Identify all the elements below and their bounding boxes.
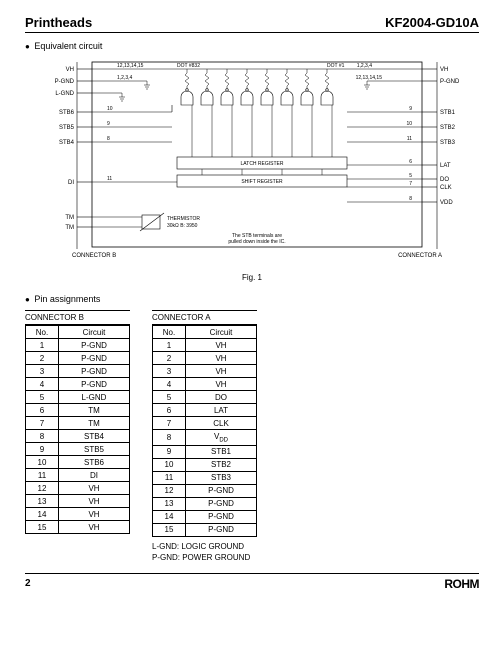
- table-row: 1VH: [153, 339, 257, 352]
- svg-text:STB2: STB2: [440, 125, 456, 131]
- table-row: 11DI: [26, 469, 130, 482]
- svg-text:11: 11: [407, 136, 412, 142]
- col-no: No.: [153, 326, 186, 339]
- table-row: 3VH: [153, 365, 257, 378]
- table-row: 15VH: [26, 521, 130, 534]
- table-row: 10STB6: [26, 456, 130, 469]
- svg-text:6: 6: [409, 159, 412, 165]
- table-b-caption: CONNECTOR B: [25, 310, 130, 325]
- table-row: 8STB4: [26, 430, 130, 443]
- table-row: 11STB3: [153, 471, 257, 484]
- table-row: 6LAT: [153, 404, 257, 417]
- circuit-svg: VH P-GND L-GND STB6 STB5 STB4 DI TM TM V…: [32, 57, 472, 267]
- svg-text:STB6: STB6: [59, 110, 75, 116]
- table-row: 2P-GND: [26, 352, 130, 365]
- header-title-right: KF2004-GD10A: [385, 15, 479, 30]
- svg-text:DI: DI: [68, 180, 74, 186]
- table-row: 5DO: [153, 391, 257, 404]
- table-row: 4VH: [153, 378, 257, 391]
- svg-text:8: 8: [409, 196, 412, 202]
- col-circuit: Circuit: [59, 326, 130, 339]
- table-row: 12P-GND: [153, 484, 257, 497]
- page-footer: 2 ROHM: [25, 573, 479, 591]
- connector-a-table: CONNECTOR A No. Circuit 1VH2VH3VH4VH5DO6…: [152, 310, 257, 537]
- legend: L-GND: LOGIC GROUND P-GND: POWER GROUND: [152, 541, 257, 563]
- section-equivalent-circuit: Equivalent circuit: [25, 41, 479, 51]
- svg-text:VH: VH: [440, 67, 448, 73]
- table-row: 3P-GND: [26, 365, 130, 378]
- legend-pgnd: P-GND: POWER GROUND: [152, 552, 257, 563]
- svg-text:DOT #832: DOT #832: [177, 63, 200, 69]
- table-row: 4P-GND: [26, 378, 130, 391]
- table-row: 15P-GND: [153, 523, 257, 536]
- svg-text:8: 8: [107, 136, 110, 142]
- table-row: 13P-GND: [153, 497, 257, 510]
- svg-text:CONNECTOR A: CONNECTOR A: [398, 253, 442, 259]
- legend-lgnd: L-GND: LOGIC GROUND: [152, 541, 257, 552]
- table-row: 9STB5: [26, 443, 130, 456]
- svg-text:STB4: STB4: [59, 140, 75, 146]
- svg-text:12,13,14,15: 12,13,14,15: [356, 75, 383, 81]
- svg-text:9: 9: [107, 121, 110, 127]
- svg-text:L-GND: L-GND: [55, 91, 74, 97]
- table-row: 10STB2: [153, 458, 257, 471]
- page-header: Printheads KF2004-GD10A: [25, 15, 479, 33]
- svg-text:1,2,3,4: 1,2,3,4: [117, 75, 133, 81]
- table-row: 7TM: [26, 417, 130, 430]
- svg-text:CONNECTOR B: CONNECTOR B: [72, 253, 116, 259]
- col-no: No.: [26, 326, 59, 339]
- section-pins-label: Pin assignments: [34, 294, 100, 304]
- table-a-caption: CONNECTOR A: [152, 310, 257, 325]
- svg-text:7: 7: [409, 181, 412, 187]
- table-row: 6TM: [26, 404, 130, 417]
- pin-tables: CONNECTOR B No. Circuit 1P-GND2P-GND3P-G…: [25, 310, 479, 563]
- svg-text:THERMISTOR: THERMISTOR: [167, 216, 200, 222]
- svg-text:11: 11: [107, 176, 112, 182]
- table-row: 5L-GND: [26, 391, 130, 404]
- table-row: 14VH: [26, 508, 130, 521]
- equivalent-circuit-diagram: VH P-GND L-GND STB6 STB5 STB4 DI TM TM V…: [32, 57, 472, 282]
- table-row: 13VH: [26, 495, 130, 508]
- svg-text:VDD: VDD: [440, 200, 453, 206]
- header-title-left: Printheads: [25, 15, 92, 30]
- svg-text:12,13,14,15: 12,13,14,15: [117, 63, 144, 69]
- svg-text:STB3: STB3: [440, 140, 456, 146]
- table-row: 8VDD: [153, 430, 257, 446]
- section-pin-assignments: Pin assignments: [25, 294, 479, 304]
- svg-text:STB1: STB1: [440, 110, 456, 116]
- svg-text:9: 9: [409, 106, 412, 112]
- brand-logo: ROHM: [444, 577, 479, 591]
- svg-text:DO: DO: [440, 177, 449, 183]
- connector-b-table: CONNECTOR B No. Circuit 1P-GND2P-GND3P-G…: [25, 310, 130, 534]
- svg-text:10: 10: [406, 121, 412, 127]
- svg-text:P-GND: P-GND: [55, 79, 75, 85]
- table-row: 7CLK: [153, 417, 257, 430]
- col-circuit: Circuit: [186, 326, 257, 339]
- svg-text:DOT #1: DOT #1: [327, 63, 345, 69]
- svg-text:SHIFT REGISTER: SHIFT REGISTER: [241, 179, 283, 185]
- svg-text:LAT: LAT: [440, 163, 451, 169]
- table-row: 1P-GND: [26, 339, 130, 352]
- svg-text:P-GND: P-GND: [440, 79, 460, 85]
- svg-text:5: 5: [409, 173, 412, 179]
- section-equiv-label: Equivalent circuit: [34, 41, 102, 51]
- figure-caption: Fig. 1: [32, 273, 472, 282]
- table-row: 9STB1: [153, 445, 257, 458]
- svg-text:CLK: CLK: [440, 185, 452, 191]
- svg-text:TM: TM: [65, 215, 74, 221]
- svg-text:LATCH REGISTER: LATCH REGISTER: [241, 161, 284, 167]
- svg-text:1,2,3,4: 1,2,3,4: [357, 63, 373, 69]
- page-number: 2: [25, 578, 31, 589]
- svg-text:TM: TM: [65, 225, 74, 231]
- svg-text:30kΩ B: 3950: 30kΩ B: 3950: [167, 223, 198, 229]
- table-row: 2VH: [153, 352, 257, 365]
- svg-text:STB5: STB5: [59, 125, 75, 131]
- table-row: 12VH: [26, 482, 130, 495]
- svg-text:VH: VH: [66, 67, 74, 73]
- svg-text:10: 10: [107, 106, 113, 112]
- table-row: 14P-GND: [153, 510, 257, 523]
- svg-text:pulled down inside the IC.: pulled down inside the IC.: [228, 239, 285, 245]
